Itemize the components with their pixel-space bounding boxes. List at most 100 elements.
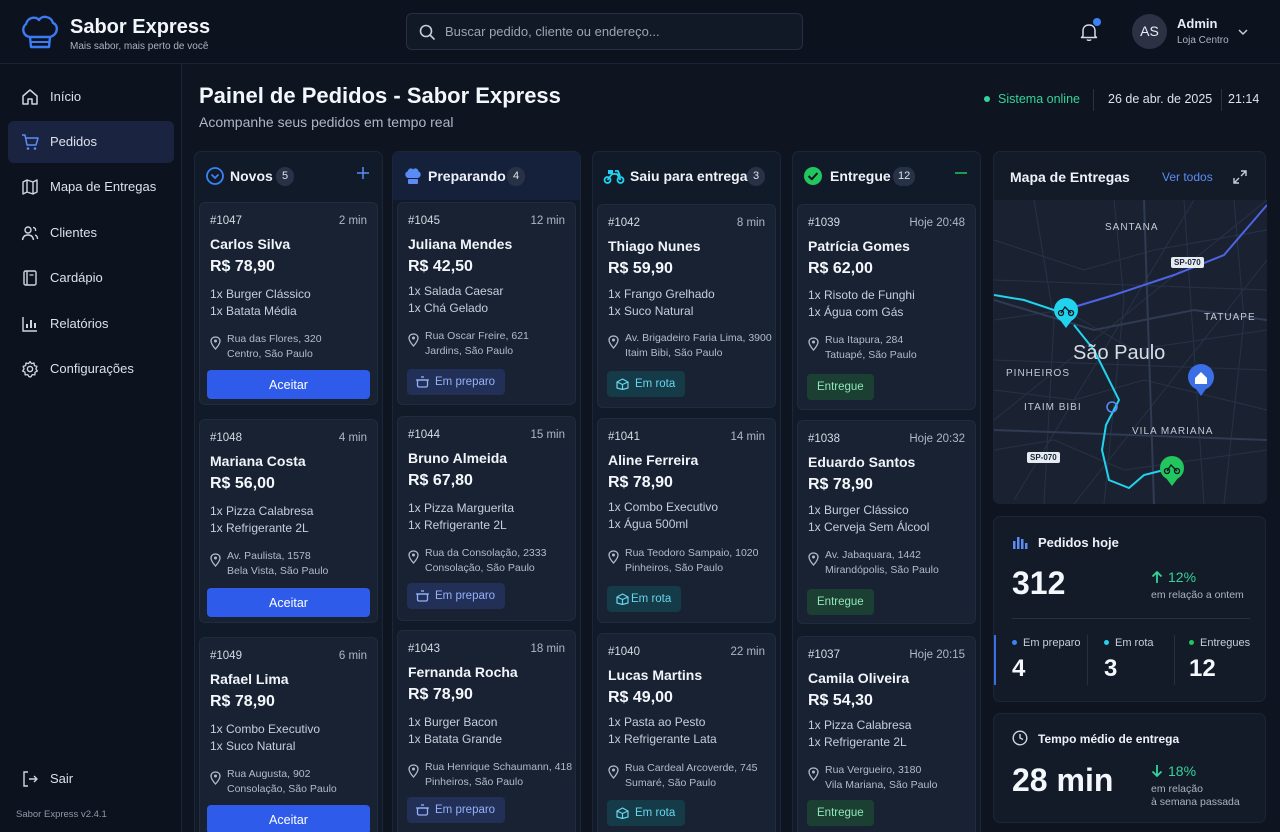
arrow-down-icon	[1151, 765, 1163, 778]
order-id: #1044	[408, 429, 440, 441]
user-name[interactable]: Admin	[1177, 16, 1218, 31]
avg-time-note: em relação	[1151, 783, 1203, 795]
check-circle-icon	[804, 167, 822, 185]
order-card-1048[interactable]: #1048 4 min Mariana Costa R$ 56,00 1x Pi…	[199, 419, 378, 623]
order-card-1038[interactable]: #1038 Hoje 20:32 Eduardo Santos R$ 78,90…	[797, 420, 976, 624]
order-card-1039[interactable]: #1039 Hoje 20:48 Patrícia Gomes R$ 62,00…	[797, 204, 976, 410]
sidebar-item-mapa[interactable]: Mapa de Entregas	[8, 166, 174, 208]
stat-label: Em rota	[1104, 637, 1154, 649]
customer-name: Patrícia Gomes	[808, 238, 910, 254]
sidebar-item-configuracoes[interactable]: Configurações	[8, 348, 174, 390]
delivery-map[interactable]: SANTANA TATUAPE PINHEIROS ITAIM BIBI VIL…	[994, 200, 1267, 504]
order-item: 1x Água 500ml	[608, 517, 689, 531]
address-district: Jardins, São Paulo	[425, 345, 514, 357]
order-card-1041[interactable]: #1041 14 min Aline Ferreira R$ 78,90 1x …	[597, 418, 776, 623]
column-header: Preparando 4	[393, 152, 580, 200]
view-all-link[interactable]: Ver todos	[1162, 170, 1213, 184]
order-time: 15 min	[530, 429, 565, 441]
sidebar-item-relatorios[interactable]: Relatórios	[8, 303, 174, 345]
avg-time-delta: 18%	[1168, 763, 1197, 779]
order-card-1049[interactable]: #1049 6 min Rafael Lima R$ 78,90 1x Comb…	[199, 637, 378, 832]
order-time: Hoje 20:48	[909, 217, 965, 229]
order-card-1044[interactable]: #1044 15 min Bruno Almeida R$ 67,80 1x P…	[397, 416, 576, 621]
customer-name: Rafael Lima	[210, 671, 289, 687]
menu-book-icon	[23, 270, 37, 286]
customer-name: Mariana Costa	[210, 453, 306, 469]
logout-button[interactable]: Sair	[8, 758, 174, 800]
courier-marker-icon[interactable]	[1160, 456, 1184, 486]
top-bar: Sabor Express Mais sabor, mais perto de …	[0, 0, 1280, 64]
stat-value: 4	[1012, 655, 1026, 682]
order-price: R$ 59,90	[608, 260, 673, 277]
accept-button[interactable]: Aceitar	[207, 370, 370, 399]
address-district: Consolação, São Paulo	[227, 783, 337, 795]
plus-icon[interactable]	[356, 166, 370, 180]
column-title: Preparando	[428, 168, 506, 184]
system-status: Sistema online	[984, 92, 1080, 106]
collapse-icon[interactable]	[954, 166, 968, 180]
sidebar-item-pedidos[interactable]: Pedidos	[8, 121, 174, 163]
home-icon	[22, 89, 38, 105]
order-card-1042[interactable]: #1042 8 min Thiago Nunes R$ 59,90 1x Fra…	[597, 204, 776, 408]
order-price: R$ 78,90	[408, 686, 473, 703]
sidebar: Início Pedidos Mapa de Entregas Clientes…	[0, 64, 182, 832]
search-input[interactable]	[445, 14, 795, 49]
order-item: 1x Pizza Marguerita	[408, 501, 515, 515]
sidebar-item-inicio[interactable]: Início	[8, 76, 174, 118]
accept-button[interactable]: Aceitar	[207, 588, 370, 617]
courier-marker-icon[interactable]	[1054, 298, 1078, 328]
cooking-pot-icon	[416, 376, 429, 388]
avg-time-title: Tempo médio de entrega	[1038, 732, 1180, 746]
column-count: 5	[276, 167, 294, 186]
sidebar-item-clientes[interactable]: Clientes	[8, 212, 174, 254]
active-indicator	[994, 635, 996, 685]
column-header: Novos 5	[195, 152, 382, 200]
sidebar-item-cardapio[interactable]: Cardápio	[8, 257, 174, 299]
order-card-1047[interactable]: #1047 2 min Carlos Silva R$ 78,90 1x Bur…	[199, 202, 378, 405]
order-time: Hoje 20:15	[909, 649, 965, 661]
customer-name: Aline Ferreira	[608, 452, 699, 468]
order-item: 1x Refrigerante Lata	[608, 732, 717, 746]
customer-name: Thiago Nunes	[608, 238, 701, 254]
map-icon	[22, 179, 38, 195]
status-label: Em rota	[635, 378, 676, 390]
stat-label: Em preparo	[1012, 637, 1080, 649]
avatar[interactable]: AS	[1132, 14, 1167, 49]
clock-icon	[1012, 730, 1028, 746]
order-id: #1040	[608, 646, 640, 658]
order-item: 1x Salada Caesar	[408, 284, 504, 298]
address-district: Consolação, São Paulo	[425, 562, 535, 574]
sidebar-item-label: Cardápio	[50, 270, 103, 285]
avg-delivery-time-panel: Tempo médio de entrega 28 min 18% em rel…	[993, 713, 1266, 823]
address-district: Bela Vista, São Paulo	[227, 565, 329, 577]
accept-button[interactable]: Aceitar	[207, 805, 370, 832]
order-card-1040[interactable]: #1040 22 min Lucas Martins R$ 49,00 1x P…	[597, 633, 776, 832]
order-item: 1x Refrigerante 2L	[210, 521, 309, 535]
order-id: #1037	[808, 649, 840, 661]
status-label: Em rota	[635, 807, 676, 819]
chevron-down-icon[interactable]	[1237, 27, 1249, 37]
order-item: 1x Pasta ao Pesto	[608, 715, 706, 729]
order-time: 8 min	[736, 217, 765, 229]
store-marker-icon[interactable]	[1188, 364, 1214, 396]
order-id: #1045	[408, 215, 440, 227]
order-time: 6 min	[338, 650, 367, 662]
address-line: Rua das Flores, 320	[227, 333, 322, 345]
brand-tagline: Mais sabor, mais perto de você	[70, 41, 209, 52]
customer-name: Fernanda Rocha	[408, 664, 518, 680]
column-title: Entregue	[830, 168, 891, 184]
order-card-1045[interactable]: #1045 12 min Juliana Mendes R$ 42,50 1x …	[397, 202, 576, 405]
orders-today-delta-note: em relação a ontem	[1151, 589, 1244, 601]
status-badge: Em preparo	[407, 583, 506, 609]
bell-icon[interactable]	[1078, 21, 1100, 43]
address-line: Rua Cardeal Arcoverde, 745	[625, 762, 758, 774]
delivery-map-panel: Mapa de Entregas Ver todos	[993, 151, 1267, 504]
stat-value: 3	[1104, 655, 1118, 682]
order-card-1037[interactable]: #1037 Hoje 20:15 Camila Oliveira R$ 54,3…	[797, 636, 976, 832]
order-card-1043[interactable]: #1043 18 min Fernanda Rocha R$ 78,90 1x …	[397, 630, 576, 832]
order-time: 14 min	[730, 431, 765, 443]
order-item: 1x Cerveja Sem Álcool	[808, 520, 930, 534]
expand-icon[interactable]	[1232, 169, 1248, 185]
location-pin-icon	[408, 550, 419, 564]
order-item: 1x Burger Bacon	[408, 715, 498, 729]
